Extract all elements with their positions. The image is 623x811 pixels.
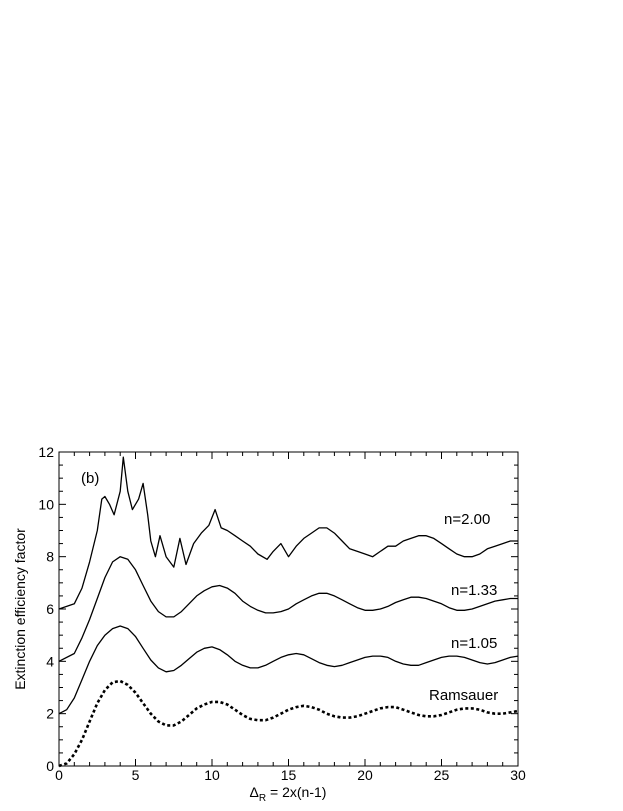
x-tick-label: 15: [281, 767, 297, 783]
series-layer: [58, 456, 519, 768]
y-tick-label: 2: [46, 706, 54, 722]
y-tick-label: 6: [46, 601, 54, 617]
y-tick-label: 0: [46, 758, 54, 774]
series-line-2: [58, 625, 519, 715]
x-tick-label: 5: [132, 767, 140, 783]
series-label-ramsauer: Ramsauer: [429, 687, 498, 704]
x-tick-label: 0: [55, 767, 63, 783]
x-axis-title-rest: = 2x(n-1): [266, 784, 326, 800]
x-tick-label: 20: [357, 767, 373, 783]
x-axis-title-subscript: R: [259, 793, 266, 804]
series-line-0: [58, 456, 518, 610]
ticks-layer: 0 5 10 15 20 25 30 0 2 4 6 8 10 12: [38, 444, 526, 783]
x-tick-label: 30: [510, 767, 526, 783]
y-tick-label: 10: [38, 496, 54, 512]
x-axis-title-delta: Δ: [250, 784, 259, 800]
x-tick-label: 25: [434, 767, 450, 783]
series-label-n200: n=2.00: [444, 511, 490, 528]
y-axis-title: Extinction efficiency factor: [12, 528, 28, 690]
y-tick-label: 4: [46, 653, 54, 669]
x-tick-label: 10: [204, 767, 220, 783]
series-line-1: [58, 556, 518, 662]
series-line-3: [58, 679, 519, 768]
panel-label: (b): [81, 470, 99, 487]
series-label-n105: n=1.05: [451, 635, 497, 652]
y-tick-label: 12: [38, 444, 54, 460]
series-label-n133: n=1.33: [451, 582, 497, 599]
x-axis-title: ΔR = 2x(n-1): [250, 784, 327, 804]
y-tick-label: 8: [46, 549, 54, 565]
